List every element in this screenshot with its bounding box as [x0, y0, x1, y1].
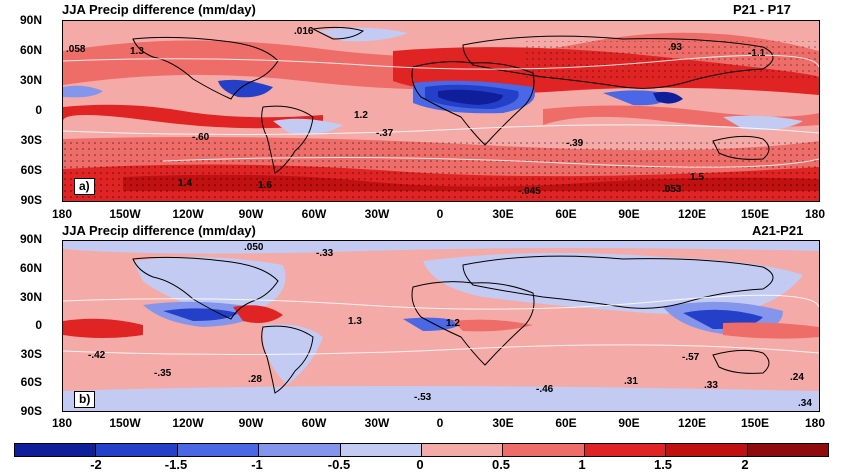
lon-label: 60W [301, 207, 327, 221]
colorbar-tick: -0.5 [327, 457, 351, 472]
annotation: 1.5 [690, 172, 704, 183]
colorbar-tick: 1.5 [653, 457, 673, 472]
lon-label: 90W [238, 416, 264, 430]
annotation: -.57 [682, 352, 700, 363]
colorbar-swatch [15, 444, 97, 456]
lon-label: 30W [364, 416, 390, 430]
annotation: .058 [66, 44, 86, 55]
lat-label: 30N [19, 290, 42, 304]
lat-label: 90N [19, 232, 42, 246]
lon-label: 60E [555, 416, 577, 430]
annotation: -.42 [88, 350, 106, 361]
map-panel-b [62, 240, 820, 412]
lon-label: 150W [109, 207, 141, 221]
lat-label: 60S [20, 163, 42, 177]
lat-label: 90S [20, 404, 42, 418]
lon-label: 30E [492, 416, 514, 430]
annotation: .053 [662, 184, 682, 195]
colorbar-tick: 0.5 [491, 457, 511, 472]
lon-label: 90W [238, 207, 264, 221]
colorbar-tick: -1 [251, 457, 263, 472]
annotation: .34 [798, 398, 812, 409]
lon-label: 180 [51, 207, 73, 221]
lat-label: 60N [19, 261, 42, 275]
annotation: 1.2 [354, 110, 368, 121]
annotation: 1.3 [348, 316, 362, 327]
colorbar-swatch [340, 444, 423, 456]
panel-a-right-title: P21 - P17 [733, 2, 791, 17]
annotation: 1.6 [258, 180, 272, 191]
lon-label: 150W [109, 416, 141, 430]
annotation: 1.2 [446, 318, 460, 329]
colorbar-tick: -1.5 [164, 457, 188, 472]
colorbar-tick: 0 [416, 457, 424, 472]
annotation: .28 [248, 374, 262, 385]
annotation: -.46 [536, 384, 554, 395]
colorbar-swatch [584, 444, 667, 456]
lon-label: 90E [618, 207, 640, 221]
lon-label: 0 [436, 207, 444, 221]
annotation: -.39 [566, 138, 584, 149]
lat-label: 0 [35, 103, 42, 117]
lat-label: 30N [19, 73, 42, 87]
lon-label: 120E [677, 207, 707, 221]
lon-label: 90E [618, 416, 640, 430]
lon-label: 30E [492, 207, 514, 221]
colorbar-swatch [747, 444, 829, 456]
lat-label: 30S [20, 347, 42, 361]
annotation: -.60 [192, 132, 210, 143]
lon-label: 30W [364, 207, 390, 221]
panel-b-label: b) [74, 391, 96, 408]
lon-label: 180 [804, 416, 826, 430]
panel-b-right-title: A21-P21 [752, 223, 804, 238]
lon-label: 120W [172, 416, 204, 430]
colorbar [14, 443, 829, 457]
map-panel-a [62, 20, 820, 202]
colorbar-tick: 2 [741, 457, 749, 472]
map-a-graphic [63, 21, 819, 201]
lat-label: 30S [20, 133, 42, 147]
lon-label: 150E [740, 416, 770, 430]
lat-label: 60S [20, 375, 42, 389]
annotation: -.37 [376, 128, 394, 139]
annotation: .016 [294, 26, 314, 37]
lon-label: 120E [677, 416, 707, 430]
lon-label: 180 [51, 416, 73, 430]
annotation: .050 [244, 242, 264, 253]
colorbar-swatch [503, 444, 585, 456]
colorbar-swatch [96, 444, 178, 456]
lon-label: 150E [740, 207, 770, 221]
colorbar-tick: -2 [90, 457, 102, 472]
annotation: -.045 [518, 186, 541, 197]
lat-label: 90S [20, 193, 42, 207]
annotation: 1.4 [178, 178, 192, 189]
annotation: -1.1 [748, 48, 766, 59]
map-b-graphic [63, 241, 819, 411]
colorbar-swatch [259, 444, 341, 456]
panel-b-title: JJA Precip difference (mm/day) [62, 223, 256, 238]
lon-label: 0 [436, 416, 444, 430]
lat-label: 60N [19, 43, 42, 57]
colorbar-tick: 1 [578, 457, 586, 472]
lon-label: 120W [172, 207, 204, 221]
lon-label: 180 [804, 207, 826, 221]
colorbar-swatch [666, 444, 748, 456]
colorbar-swatch [177, 444, 260, 456]
lat-label: 0 [35, 318, 42, 332]
panel-a-title: JJA Precip difference (mm/day) [62, 2, 256, 17]
annotation: -.35 [154, 368, 172, 379]
annotation: -.53 [414, 392, 432, 403]
annotation: .31 [624, 376, 638, 387]
panel-a-label: a) [74, 178, 95, 195]
lon-label: 60W [301, 416, 327, 430]
annotation: -.33 [316, 248, 334, 259]
lat-label: 90N [19, 13, 42, 27]
lon-label: 60E [555, 207, 577, 221]
annotation: 1.3 [130, 46, 144, 57]
annotation: .33 [704, 380, 718, 391]
colorbar-swatch [422, 444, 504, 456]
annotation: .93 [668, 42, 682, 53]
annotation: .24 [790, 372, 804, 383]
